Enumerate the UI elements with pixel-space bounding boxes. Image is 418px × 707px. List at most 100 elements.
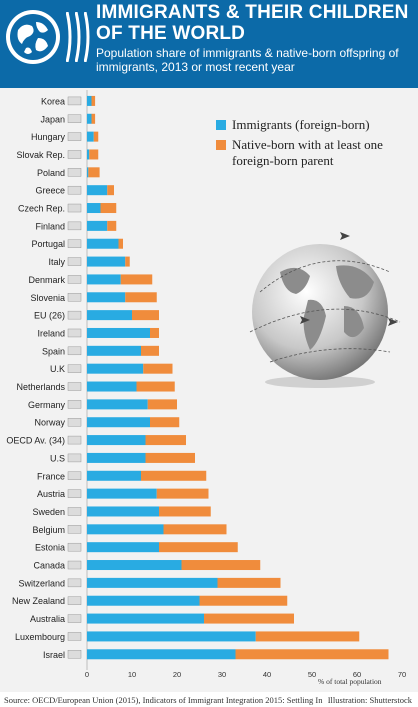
bar-immigrants bbox=[87, 310, 132, 321]
category-label: EU (26) bbox=[34, 311, 65, 321]
bar-native-born bbox=[181, 560, 261, 571]
category-label: Japan bbox=[40, 114, 65, 124]
flag-icon bbox=[67, 525, 82, 534]
bar-immigrants bbox=[87, 488, 157, 499]
bar-immigrants bbox=[87, 131, 94, 142]
bar-native-born bbox=[235, 649, 389, 660]
bar-native-born bbox=[88, 167, 100, 178]
flag-icon bbox=[67, 471, 82, 480]
x-tick-label: 10 bbox=[128, 670, 136, 679]
bar-native-born bbox=[125, 256, 130, 267]
chart-subtitle: Population share of immigrants & native-… bbox=[96, 46, 399, 74]
bar-immigrants bbox=[87, 167, 89, 178]
category-label: Luxembourg bbox=[15, 632, 65, 642]
legend-item-native-born: Native-born with at least one foreign-bo… bbox=[216, 137, 416, 169]
category-label: Slovak Rep. bbox=[16, 150, 65, 160]
bar-native-born bbox=[141, 470, 207, 481]
bar-immigrants bbox=[87, 274, 121, 285]
bar-native-born bbox=[93, 131, 99, 142]
bar-immigrants bbox=[87, 220, 108, 231]
bar-native-born bbox=[159, 542, 238, 553]
flag-icon bbox=[67, 489, 82, 498]
bar-immigrants bbox=[87, 256, 126, 267]
bar-immigrants bbox=[87, 149, 90, 160]
bar-native-born bbox=[163, 524, 227, 535]
flag-icon bbox=[67, 203, 82, 213]
category-label: Finland bbox=[35, 221, 65, 231]
flag-icon bbox=[67, 400, 82, 409]
flag-icon bbox=[67, 275, 82, 284]
bar-native-born bbox=[217, 577, 281, 588]
header: IMMIGRANTS & THEIR CHILDREN OF THE WORLD… bbox=[0, 0, 418, 88]
bar-native-born bbox=[91, 95, 96, 106]
flag-icon bbox=[67, 614, 82, 623]
bar-immigrants bbox=[87, 238, 119, 249]
bar-native-born bbox=[107, 220, 117, 231]
logo-stripe-icon bbox=[75, 12, 81, 62]
category-label: Belgium bbox=[32, 525, 65, 535]
flag-icon bbox=[67, 560, 82, 570]
legend-item-immigrants: Immigrants (foreign-born) bbox=[216, 117, 416, 133]
category-label: Ireland bbox=[37, 328, 65, 338]
bar-native-born bbox=[147, 399, 177, 410]
source-note: Source: OECD/European Union (2015), Indi… bbox=[4, 695, 323, 705]
bar-immigrants bbox=[87, 542, 159, 553]
bar-native-born bbox=[100, 203, 117, 214]
bar-immigrants bbox=[87, 327, 150, 338]
legend: Immigrants (foreign-born) Native-born wi… bbox=[216, 117, 416, 173]
bar-native-born bbox=[204, 613, 294, 624]
category-label: Canada bbox=[33, 561, 65, 571]
bar-immigrants bbox=[87, 506, 159, 517]
bar-immigrants bbox=[87, 649, 236, 660]
category-label: U.S bbox=[50, 453, 65, 463]
illustration-credit: Illustration: Shutterstock bbox=[327, 695, 412, 705]
bar-immigrants bbox=[87, 613, 204, 624]
category-label: Netherlands bbox=[16, 382, 65, 392]
flag-icon bbox=[67, 150, 82, 159]
flag-icon bbox=[67, 632, 82, 641]
bar-native-born bbox=[89, 149, 99, 160]
flag-icon bbox=[67, 596, 82, 605]
bar-immigrants bbox=[87, 524, 164, 535]
category-label: Denmark bbox=[28, 275, 65, 285]
category-label: Spain bbox=[42, 346, 65, 356]
bar-immigrants bbox=[87, 470, 141, 481]
flag-icon bbox=[67, 114, 82, 123]
flag-icon bbox=[67, 364, 82, 373]
category-label: New Zealand bbox=[12, 596, 65, 606]
bar-immigrants bbox=[87, 560, 182, 571]
flag-icon bbox=[67, 435, 82, 445]
bar-native-born bbox=[107, 185, 114, 196]
flag-icon bbox=[67, 382, 82, 391]
bar-native-born bbox=[141, 345, 159, 356]
bar-immigrants bbox=[87, 577, 218, 588]
flag-icon bbox=[67, 185, 82, 195]
category-label: Germany bbox=[28, 400, 66, 410]
category-label: Hungary bbox=[31, 132, 66, 142]
bar-native-born bbox=[199, 595, 288, 606]
category-label: Italy bbox=[48, 257, 65, 267]
category-label: Australia bbox=[30, 614, 65, 624]
flag-icon bbox=[67, 453, 82, 463]
bar-immigrants bbox=[87, 95, 92, 106]
bar-immigrants bbox=[87, 595, 200, 606]
bar-native-born bbox=[143, 363, 173, 374]
chart-title: IMMIGRANTS & THEIR CHILDREN OF THE WORLD bbox=[96, 2, 409, 44]
flag-icon bbox=[67, 328, 82, 338]
bar-immigrants bbox=[87, 399, 148, 410]
bar-native-born bbox=[145, 435, 186, 446]
logo-stripe-icon bbox=[66, 12, 72, 62]
category-label: Korea bbox=[41, 96, 65, 106]
bar-native-born bbox=[159, 506, 211, 517]
flag-icon bbox=[67, 96, 82, 106]
bar-immigrants bbox=[87, 452, 146, 463]
category-label: Slovenia bbox=[30, 293, 65, 303]
bar-immigrants bbox=[87, 292, 126, 303]
category-label: Estonia bbox=[35, 543, 65, 553]
bar-native-born bbox=[136, 381, 175, 392]
flag-icon bbox=[67, 168, 82, 177]
category-label: Poland bbox=[37, 168, 65, 178]
footer: Source: OECD/European Union (2015), Indi… bbox=[0, 692, 418, 707]
logo-stripe-icon bbox=[84, 12, 90, 62]
category-label: Israel bbox=[43, 650, 65, 660]
